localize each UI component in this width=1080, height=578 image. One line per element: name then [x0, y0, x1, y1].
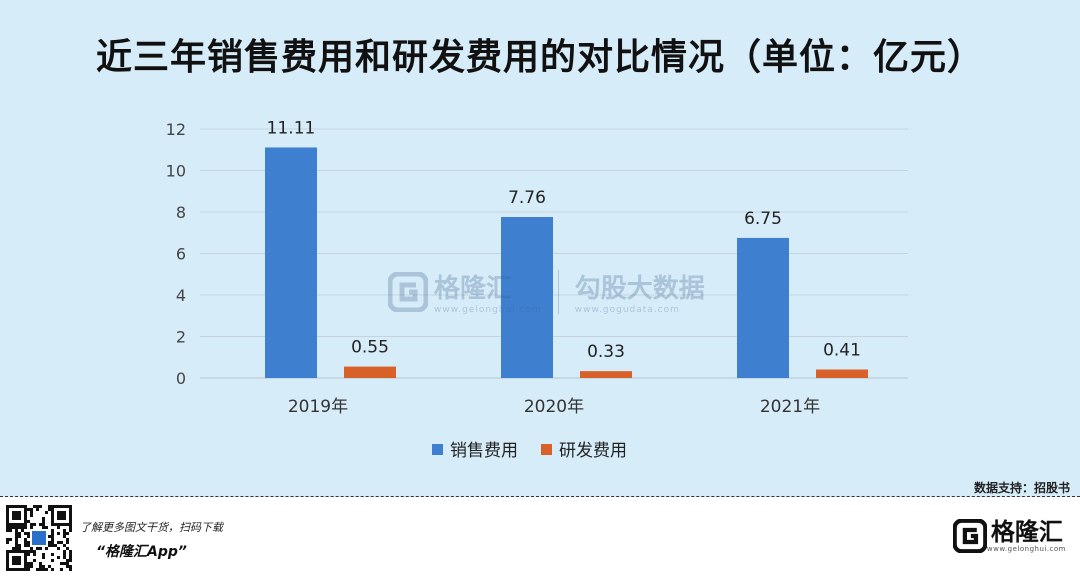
y-tick-label: 6 [176, 245, 186, 264]
bar [737, 237, 789, 378]
x-tick-label: 2019年 [288, 397, 348, 417]
footer-brand-url: www.gelonghui.com [986, 545, 1066, 553]
x-tick-label: 2021年 [760, 397, 820, 417]
legend-label: 研发费用 [559, 441, 627, 461]
bar [265, 147, 317, 378]
bar [816, 369, 868, 378]
footer-brand: 格隆汇 www.gelonghui.com [952, 518, 1066, 553]
legend-label: 销售费用 [450, 441, 518, 461]
y-tick-label: 4 [176, 286, 186, 305]
data-source-note: 数据支持：招股书 [973, 481, 1070, 495]
data-label: 0.33 [587, 342, 625, 362]
data-label: 7.76 [508, 188, 546, 208]
y-tick-label: 8 [176, 203, 186, 222]
bar [501, 216, 553, 378]
page-title: 近三年销售费用和研发费用的对比情况（单位：亿元） [95, 37, 984, 78]
y-tick-label: 10 [166, 162, 186, 181]
footer-brand-name: 格隆汇 [990, 518, 1063, 546]
legend-swatch [432, 444, 443, 455]
data-label: 0.55 [351, 338, 389, 358]
y-tick-label: 2 [176, 328, 186, 347]
data-label: 6.75 [744, 209, 782, 229]
footer: 了解更多图文干货，扫码下载 “格隆汇App” 格隆汇 www.gelonghui… [0, 497, 1080, 578]
footer-promo-text: 了解更多图文干货，扫码下载 [80, 521, 223, 534]
bar [344, 366, 396, 378]
legend-swatch [541, 444, 552, 455]
footer-divider [0, 496, 1080, 497]
y-tick-label: 12 [166, 120, 186, 139]
gelonghui-logo-icon [952, 519, 987, 553]
data-label: 11.11 [267, 118, 316, 138]
x-tick-label: 2020年 [524, 397, 584, 417]
y-tick-label: 0 [176, 369, 186, 388]
qr-code-icon[interactable] [6, 505, 72, 571]
footer-app-name: “格隆汇App” [96, 544, 187, 560]
bar-chart: 0 2 4 6 8 10 12 11.11 0.55 2019年 7.76 0.33 2020年 6.75… [166, 118, 908, 461]
data-label: 0.41 [823, 340, 861, 360]
bar [580, 371, 632, 378]
